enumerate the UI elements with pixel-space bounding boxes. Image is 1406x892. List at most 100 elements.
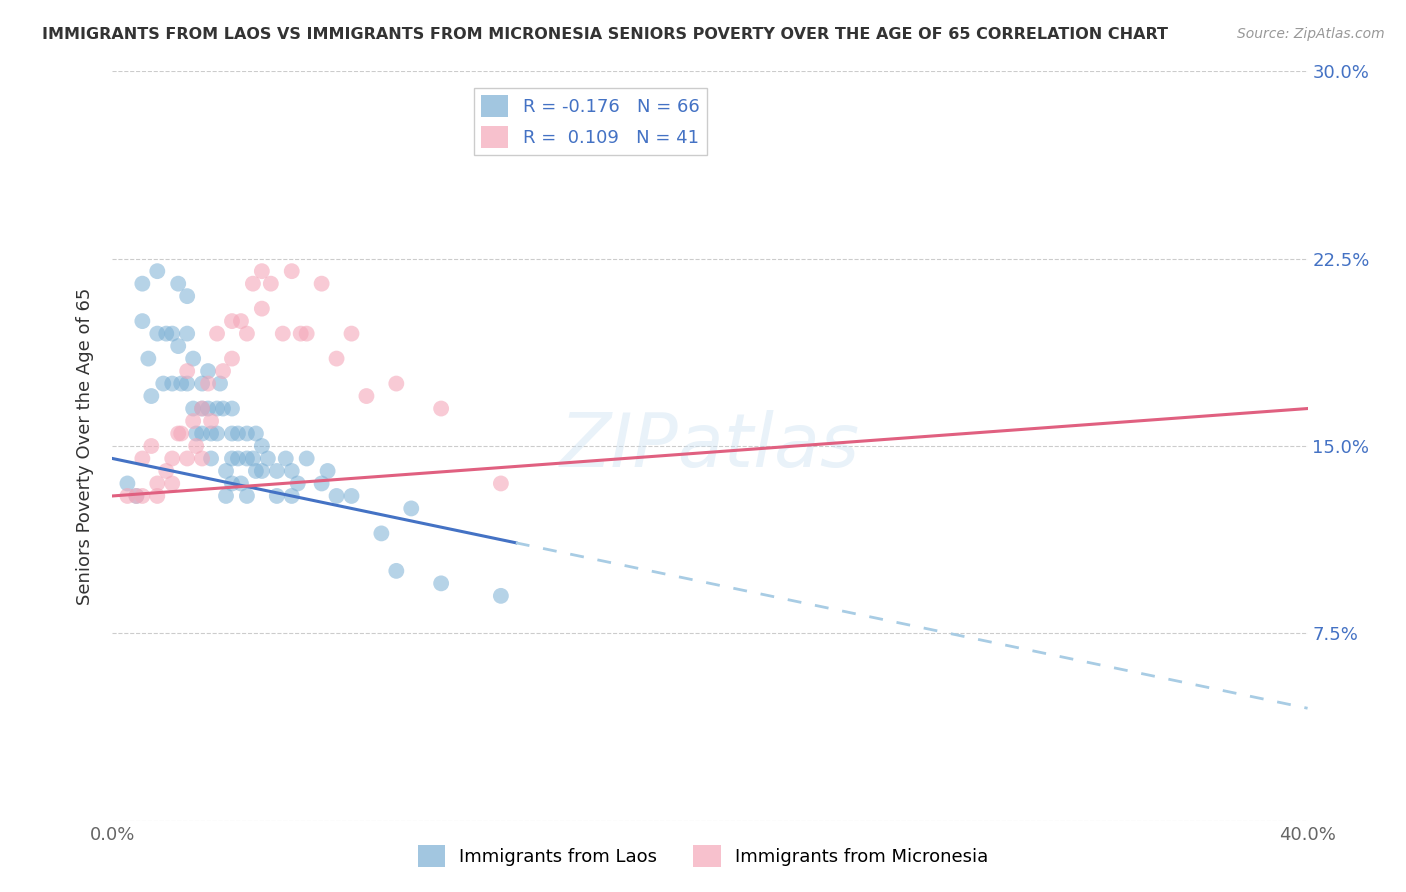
Point	[125, 489, 148, 503]
Point	[311, 476, 333, 491]
Point	[117, 476, 139, 491]
Point	[281, 464, 304, 478]
Point	[274, 451, 297, 466]
Point	[226, 451, 249, 466]
Point	[401, 501, 423, 516]
Point	[186, 426, 208, 441]
Point	[295, 326, 318, 341]
Point	[131, 489, 153, 503]
Point	[489, 476, 512, 491]
Point	[430, 401, 453, 416]
Point	[209, 376, 232, 391]
Point	[250, 264, 273, 278]
Point	[131, 277, 153, 291]
Point	[141, 389, 163, 403]
Point	[162, 451, 183, 466]
Point	[205, 426, 228, 441]
Point	[215, 489, 238, 503]
Point	[250, 464, 273, 478]
Point	[197, 364, 219, 378]
Point	[266, 464, 288, 478]
Point	[242, 277, 264, 291]
Point	[236, 451, 259, 466]
Point	[311, 277, 333, 291]
Point	[281, 489, 304, 503]
Point	[281, 264, 304, 278]
Point	[117, 489, 139, 503]
Point	[170, 426, 193, 441]
Point	[221, 451, 243, 466]
Point	[176, 364, 198, 378]
Point	[221, 351, 243, 366]
Text: Source: ZipAtlas.com: Source: ZipAtlas.com	[1237, 27, 1385, 41]
Point	[356, 389, 378, 403]
Point	[287, 476, 309, 491]
Point	[191, 451, 214, 466]
Point	[221, 426, 243, 441]
Point	[242, 451, 264, 466]
Point	[162, 476, 183, 491]
Point	[489, 589, 512, 603]
Point	[181, 414, 204, 428]
Point	[271, 326, 294, 341]
Point	[162, 326, 183, 341]
Point	[176, 326, 198, 341]
Point	[146, 489, 169, 503]
Point	[138, 351, 160, 366]
Point	[162, 376, 183, 391]
Point	[176, 451, 198, 466]
Point	[229, 314, 252, 328]
Legend: R = -0.176   N = 66, R =  0.109   N = 41: R = -0.176 N = 66, R = 0.109 N = 41	[474, 88, 707, 155]
Point	[155, 326, 177, 341]
Point	[245, 464, 267, 478]
Text: ZIPatlas: ZIPatlas	[560, 410, 860, 482]
Point	[146, 264, 169, 278]
Point	[316, 464, 339, 478]
Point	[229, 476, 252, 491]
Point	[250, 301, 273, 316]
Point	[200, 426, 222, 441]
Point	[205, 401, 228, 416]
Point	[212, 401, 235, 416]
Point	[260, 277, 283, 291]
Point	[167, 426, 190, 441]
Legend: Immigrants from Laos, Immigrants from Micronesia: Immigrants from Laos, Immigrants from Mi…	[411, 838, 995, 874]
Point	[170, 376, 193, 391]
Point	[125, 489, 148, 503]
Point	[181, 401, 204, 416]
Point	[146, 476, 169, 491]
Point	[236, 426, 259, 441]
Point	[385, 564, 408, 578]
Point	[385, 376, 408, 391]
Point	[226, 426, 249, 441]
Point	[197, 376, 219, 391]
Point	[181, 351, 204, 366]
Point	[155, 464, 177, 478]
Point	[167, 277, 190, 291]
Point	[141, 439, 163, 453]
Point	[212, 364, 235, 378]
Point	[200, 451, 222, 466]
Point	[131, 451, 153, 466]
Point	[176, 289, 198, 303]
Point	[325, 489, 347, 503]
Point	[236, 489, 259, 503]
Point	[167, 339, 190, 353]
Text: IMMIGRANTS FROM LAOS VS IMMIGRANTS FROM MICRONESIA SENIORS POVERTY OVER THE AGE : IMMIGRANTS FROM LAOS VS IMMIGRANTS FROM …	[42, 27, 1168, 42]
Point	[197, 401, 219, 416]
Point	[131, 314, 153, 328]
Point	[152, 376, 174, 391]
Point	[191, 401, 214, 416]
Point	[290, 326, 312, 341]
Point	[325, 351, 347, 366]
Point	[205, 326, 228, 341]
Point	[176, 376, 198, 391]
Point	[221, 401, 243, 416]
Point	[250, 439, 273, 453]
Point	[191, 426, 214, 441]
Point	[200, 414, 222, 428]
Point	[430, 576, 453, 591]
Point	[266, 489, 288, 503]
Point	[295, 451, 318, 466]
Point	[257, 451, 280, 466]
